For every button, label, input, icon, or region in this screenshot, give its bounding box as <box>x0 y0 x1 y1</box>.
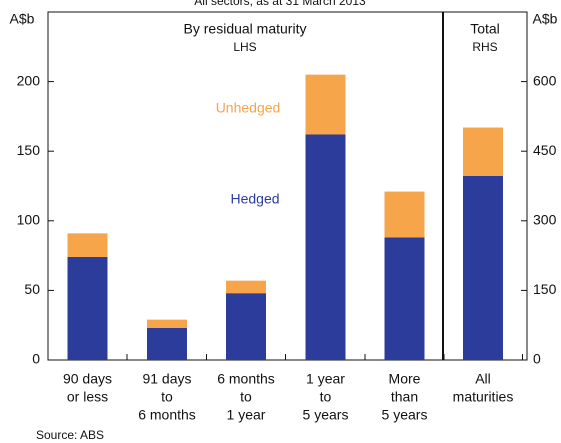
y2-tick-label: 450 <box>533 142 557 158</box>
x-tick-label: 5 years <box>303 407 349 423</box>
bar-segment <box>147 327 187 360</box>
bar-segment <box>147 319 187 328</box>
y2-tick-label: 0 <box>533 351 541 367</box>
y-tick-label: 150 <box>17 142 41 158</box>
y-axis-label: A$b <box>10 11 35 27</box>
x-tick-label: 91 days <box>142 371 191 387</box>
y-tick-label: 200 <box>17 72 41 88</box>
y2-tick-label: 600 <box>533 72 557 88</box>
source-note: Source: ABS <box>36 428 104 442</box>
y2-axis-label: A$b <box>533 11 558 27</box>
bar-segment <box>463 127 503 176</box>
x-tick-label: 1 year <box>227 407 266 423</box>
x-tick-label: to <box>320 389 332 405</box>
plot-frame <box>47 11 528 361</box>
x-tick-label: than <box>391 389 418 405</box>
x-tick-label: 5 years <box>382 407 428 423</box>
x-tick-label: 1 year <box>306 371 345 387</box>
y-tick-label: 0 <box>32 351 40 367</box>
bar-segment <box>226 280 266 294</box>
axis-note: LHS <box>233 40 256 54</box>
y2-tick-label: 300 <box>533 212 557 228</box>
y-tick-label: 50 <box>24 281 40 297</box>
y2-tick-label: 150 <box>533 281 557 297</box>
bar-segment <box>384 237 425 360</box>
bar-segment <box>67 233 108 257</box>
series-label: Unhedged <box>216 100 281 116</box>
y-tick-label: 100 <box>17 212 41 228</box>
bar-segment <box>463 175 503 360</box>
x-tick-label: to <box>161 389 173 405</box>
x-tick-label: All <box>475 371 491 387</box>
bar-segment <box>384 191 425 238</box>
series-label: Hedged <box>230 191 279 207</box>
panel-label: By residual maturity <box>184 21 307 37</box>
x-tick-label: More <box>389 371 421 387</box>
x-tick-label: to <box>240 389 252 405</box>
x-tick-label: or less <box>67 389 108 405</box>
x-tick-label: 6 months <box>217 371 275 387</box>
bar-segment <box>305 134 346 360</box>
axis-note: RHS <box>472 40 497 54</box>
x-tick-label: maturities <box>453 389 514 405</box>
panel-label: Total <box>470 21 500 37</box>
bar-segment <box>226 293 266 360</box>
x-tick-label: 6 months <box>138 407 196 423</box>
x-tick-label: 90 days <box>63 371 112 387</box>
chart-title: All sectors, as at 31 March 2013 <box>194 0 366 8</box>
bar-segment <box>67 256 108 360</box>
bar-segment <box>305 74 346 135</box>
